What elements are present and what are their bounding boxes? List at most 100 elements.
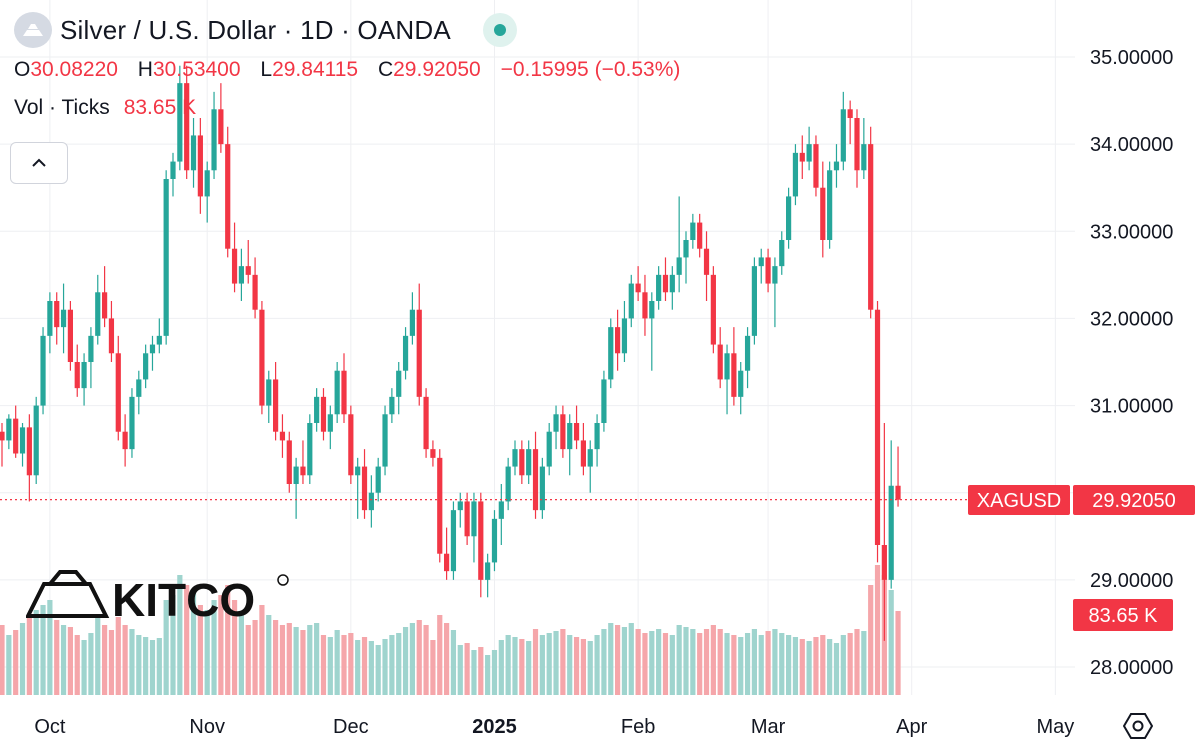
candle-body xyxy=(204,170,210,197)
candle-body xyxy=(361,466,368,511)
time-tick-label: Dec xyxy=(333,716,369,738)
candle-body xyxy=(806,144,812,162)
candle-body xyxy=(375,466,381,493)
candle-body xyxy=(635,283,641,293)
price-tick-label: 33.00000 xyxy=(1090,221,1173,243)
candle-body xyxy=(751,266,757,336)
chart-title[interactable]: Silver / U.S. Dollar · 1D · OANDA xyxy=(60,14,451,45)
candle-body xyxy=(717,344,723,380)
candle-body xyxy=(286,440,292,484)
chevron-up-icon xyxy=(32,158,46,167)
candle-body xyxy=(744,335,751,371)
candle-body xyxy=(402,335,409,371)
price-tick-label: 28.00000 xyxy=(1090,657,1173,679)
candle-body xyxy=(615,327,621,354)
volume-bar xyxy=(601,629,607,695)
volume-bar xyxy=(218,595,224,695)
volume-bar xyxy=(190,590,197,695)
candle-body xyxy=(60,309,67,328)
volume-bar xyxy=(738,637,744,695)
candle-body xyxy=(642,292,648,319)
candle-body xyxy=(238,266,244,284)
candle-body xyxy=(444,553,450,572)
candle-body xyxy=(478,501,484,580)
volume-bar xyxy=(293,627,299,695)
candle-body xyxy=(211,109,217,171)
candle-body xyxy=(512,449,518,467)
volume-bar xyxy=(430,640,436,695)
volume-bar xyxy=(690,629,696,695)
candle-body xyxy=(88,335,94,362)
volume-bar xyxy=(573,637,580,695)
volume-bar xyxy=(847,633,853,695)
candle-body xyxy=(273,379,279,432)
candle-body xyxy=(526,449,532,476)
volume-bar xyxy=(279,625,286,695)
candle-body xyxy=(649,301,655,319)
volume-bar xyxy=(587,641,593,695)
price-tick-label: 31.00000 xyxy=(1090,396,1173,418)
candle-body xyxy=(300,466,306,476)
volume-bar xyxy=(505,635,511,695)
collapse-legend-button[interactable] xyxy=(10,142,68,184)
volume-bar xyxy=(888,590,894,695)
price-tag-symbol: XAGUSD xyxy=(977,490,1061,512)
volume-bar xyxy=(751,629,757,695)
candle-body xyxy=(327,414,333,432)
volume-bar xyxy=(478,647,484,695)
volume-bar xyxy=(266,615,272,695)
volume-bar xyxy=(396,633,402,695)
candle-body xyxy=(129,396,135,450)
volume-bar xyxy=(464,643,470,695)
volume-bar xyxy=(238,615,244,695)
volume-bar xyxy=(211,600,217,695)
candle-body xyxy=(567,423,573,450)
volume-bar xyxy=(642,633,648,695)
volume-bar xyxy=(676,625,682,695)
volume-bar xyxy=(149,640,156,695)
volume-bar xyxy=(95,615,101,695)
volume-bar xyxy=(252,620,258,695)
candle-body xyxy=(874,309,881,545)
volume-bar xyxy=(81,640,87,695)
candle-body xyxy=(396,370,402,397)
volume-bar xyxy=(874,565,881,695)
volume-bar xyxy=(491,650,498,695)
volume-bar xyxy=(806,641,812,695)
candle-body xyxy=(348,414,354,476)
price-tag-value: 29.92050 xyxy=(1092,490,1175,512)
candle-body xyxy=(197,135,203,197)
candle-body xyxy=(833,161,840,171)
candle-body xyxy=(669,274,675,293)
candle-body xyxy=(895,485,901,500)
volume-bar xyxy=(519,639,525,695)
volume-bar xyxy=(170,595,176,695)
volume-bar xyxy=(245,625,251,695)
volume-bar xyxy=(840,635,846,695)
candle-body xyxy=(314,396,320,423)
volume-bar xyxy=(184,585,190,695)
candle-body xyxy=(95,292,101,336)
candle-body xyxy=(115,353,121,432)
settings-hexagon-icon[interactable] xyxy=(1120,708,1156,744)
candle-body xyxy=(471,501,477,537)
volume-bar xyxy=(54,620,60,695)
candle-body xyxy=(573,423,580,441)
candle-body xyxy=(580,440,586,467)
volume-bar xyxy=(136,635,142,695)
volume-bar xyxy=(409,623,415,695)
candle-body xyxy=(827,170,833,240)
volume-bar xyxy=(628,623,634,695)
market-status-dot-icon[interactable] xyxy=(482,13,517,47)
volume-bar xyxy=(143,637,149,695)
volume-bar xyxy=(792,637,799,695)
candle-body xyxy=(676,257,682,275)
volume-bar xyxy=(437,615,443,695)
volume-bar xyxy=(204,610,210,695)
candle-body xyxy=(225,144,231,249)
volume-bar xyxy=(355,640,361,695)
volume-bar xyxy=(6,635,12,695)
candle-body xyxy=(334,370,340,415)
volume-bar xyxy=(724,633,730,695)
